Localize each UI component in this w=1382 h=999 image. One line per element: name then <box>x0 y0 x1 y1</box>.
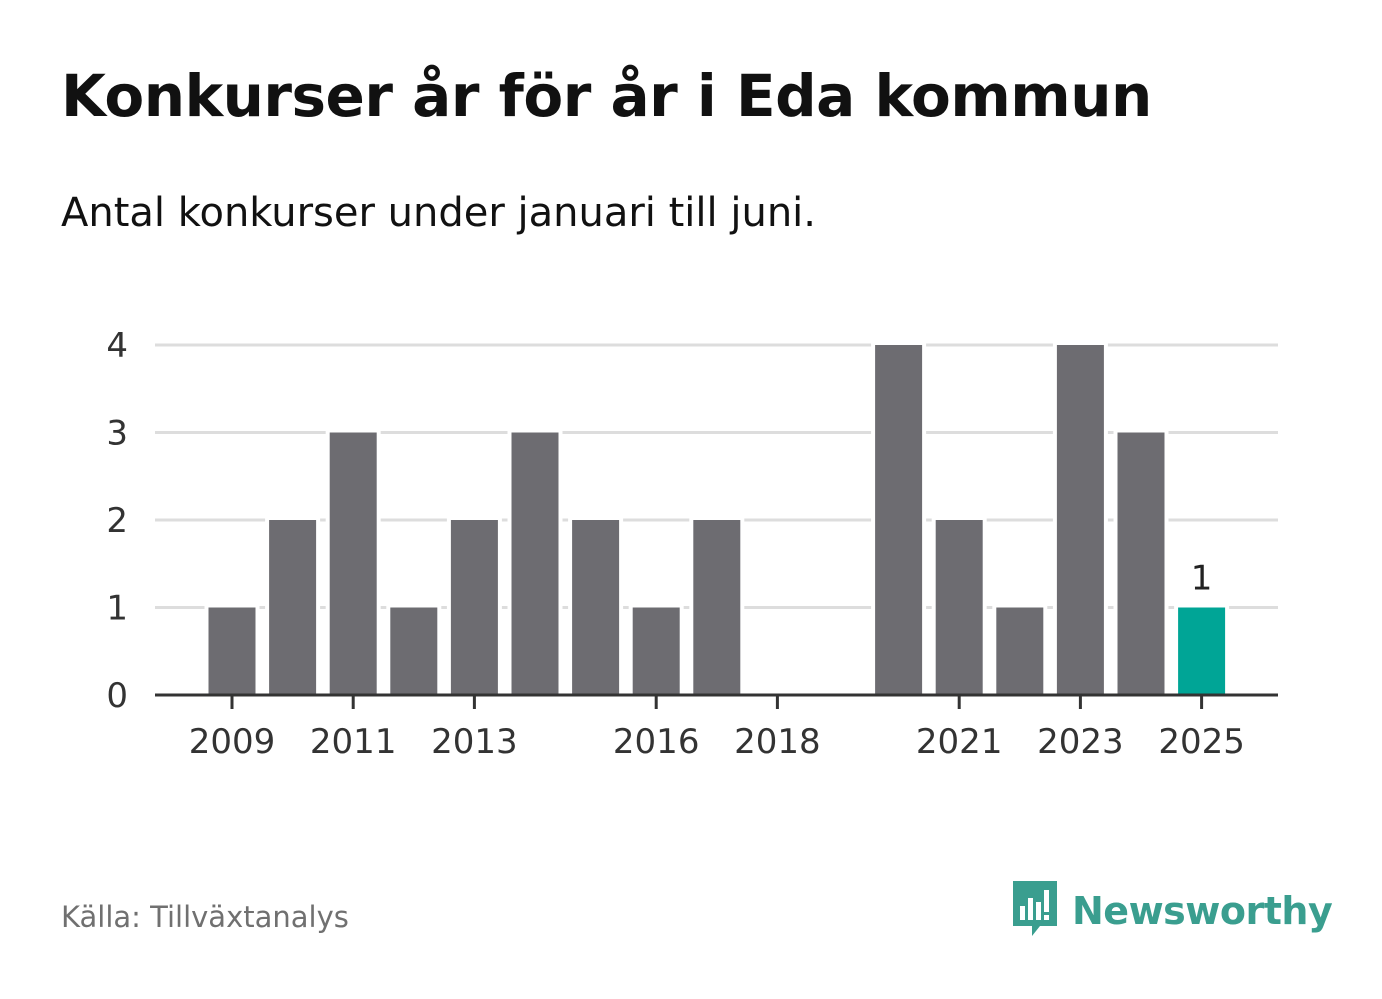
bar-2013 <box>446 516 502 699</box>
x-tick-label: 2018 <box>734 722 821 762</box>
labels: 0 1 2 3 4 2009 2011 2013 2016 2018 2021 2023 2025 1 <box>106 326 1245 762</box>
x-tick-label: 2011 <box>310 722 397 762</box>
x-tick-label: 2023 <box>1037 722 1124 762</box>
x-tick-label: 2016 <box>613 722 700 762</box>
x-tick-label: 2021 <box>916 722 1003 762</box>
bars <box>204 341 1230 699</box>
brand-name: Newsworthy <box>1072 889 1333 933</box>
bar-2017 <box>689 516 745 699</box>
bar-2015 <box>568 516 624 699</box>
bar-2024 <box>1113 428 1169 699</box>
axes <box>155 693 1278 709</box>
chart-subtitle: Antal konkurser under januari till juni. <box>61 190 816 236</box>
x-tick-label: 2025 <box>1158 722 1245 762</box>
bar-2025 <box>1174 603 1230 699</box>
y-tick-label: 1 <box>106 589 128 629</box>
data-label: 1 <box>1191 559 1213 599</box>
bar-chart-speech-bubble-icon <box>1010 878 1060 944</box>
x-tick-label: 2009 <box>189 722 276 762</box>
newsworthy-logo: Newsworthy <box>1010 878 1333 944</box>
bar-2016 <box>628 603 684 699</box>
bar-2014 <box>507 428 563 699</box>
bar-2010 <box>265 516 321 699</box>
bar-2022 <box>992 603 1048 699</box>
y-tick-label: 4 <box>106 326 128 366</box>
chart-title: Konkurser år för år i Eda kommun <box>61 62 1152 130</box>
y-tick-label: 0 <box>106 676 128 716</box>
bar-2021 <box>931 516 987 699</box>
bar-2023 <box>1052 341 1108 699</box>
x-tick-label: 2013 <box>431 722 518 762</box>
bar-2012 <box>386 603 442 699</box>
y-tick-label: 2 <box>106 501 128 541</box>
y-tick-label: 3 <box>106 414 128 454</box>
bar-2011 <box>325 428 381 699</box>
bar-2020 <box>871 341 927 699</box>
source-note: Källa: Tillväxtanalys <box>61 900 349 934</box>
bar-2009 <box>204 603 260 699</box>
